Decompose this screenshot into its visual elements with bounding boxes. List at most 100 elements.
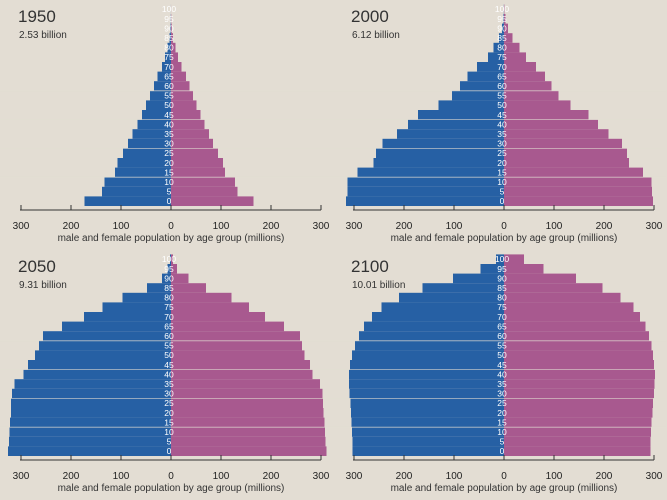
male-bar — [350, 360, 504, 370]
age-label: 70 — [164, 312, 174, 322]
male-bar — [162, 273, 171, 284]
female-bar — [171, 81, 190, 91]
female-bar — [171, 62, 182, 72]
x-tick-label: 100 — [113, 471, 130, 482]
female-bar — [171, 302, 249, 312]
age-label: 25 — [164, 398, 174, 408]
male-bar — [157, 71, 171, 82]
female-bar — [171, 388, 323, 399]
age-label: 30 — [497, 139, 507, 149]
x-tick-label: 300 — [313, 221, 330, 232]
female-bar — [171, 23, 172, 34]
age-label: 20 — [164, 408, 174, 418]
age-label: 80 — [164, 43, 174, 53]
male-bar — [117, 158, 171, 168]
x-tick-label: 300 — [346, 471, 363, 482]
female-bar — [171, 177, 235, 187]
age-label: 70 — [497, 312, 507, 322]
female-bar — [504, 62, 536, 72]
age-label: 40 — [497, 119, 507, 129]
age-label: 85 — [164, 33, 174, 43]
male-bar — [62, 321, 171, 332]
male-bar — [43, 331, 171, 341]
age-label: 0 — [167, 196, 172, 206]
female-bar — [171, 446, 327, 456]
age-label: 100 — [495, 254, 509, 264]
age-label: 95 — [497, 14, 507, 24]
x-tick-label: 0 — [168, 221, 174, 232]
x-tick-label: 200 — [263, 221, 280, 232]
male-bar — [84, 312, 171, 322]
female-bar — [171, 273, 189, 284]
female-bar — [171, 167, 225, 178]
male-bar — [137, 119, 171, 130]
age-label: 0 — [500, 446, 505, 456]
male-bar — [493, 42, 504, 53]
male-bar — [376, 148, 504, 158]
female-bar — [504, 312, 640, 322]
age-label: 40 — [164, 369, 174, 379]
female-bar — [504, 273, 576, 284]
male-bar — [35, 350, 171, 360]
age-label: 35 — [164, 379, 174, 389]
age-label: 5 — [500, 187, 505, 197]
age-label: 90 — [497, 273, 507, 283]
age-label: 25 — [497, 398, 507, 408]
female-bar — [171, 417, 325, 428]
male-bar — [104, 177, 171, 187]
age-label: 30 — [164, 139, 174, 149]
male-bar — [349, 379, 504, 389]
male-bar — [381, 302, 504, 312]
female-bar — [504, 42, 520, 53]
age-label: 5 — [167, 187, 172, 197]
female-bar — [504, 321, 646, 332]
female-bar — [504, 100, 571, 110]
male-bar — [351, 417, 504, 428]
male-bar — [9, 436, 171, 447]
age-label: 30 — [164, 389, 174, 399]
age-label: 50 — [164, 100, 174, 110]
female-bar — [171, 312, 265, 322]
x-tick-label: 200 — [596, 471, 613, 482]
male-bar — [453, 273, 504, 284]
x-tick-label: 100 — [446, 221, 463, 232]
x-tick-label: 300 — [313, 471, 330, 482]
x-tick-label: 300 — [646, 471, 663, 482]
x-tick-label: 100 — [446, 471, 463, 482]
female-bar — [504, 138, 622, 149]
panel-year-title: 1950 — [18, 7, 56, 26]
male-bar — [452, 90, 504, 101]
female-bar — [171, 138, 213, 149]
age-label: 25 — [164, 148, 174, 158]
pyramid-panel-2100: 2100 10.01 billion 0 5 10 15 20 25 30 35 40 45 50 5… — [333, 250, 666, 500]
male-bar — [460, 81, 504, 91]
male-bar — [349, 388, 504, 399]
male-bar — [170, 254, 171, 264]
female-bar — [504, 71, 545, 82]
female-bar — [171, 331, 300, 341]
female-bar — [171, 90, 193, 101]
age-label: 95 — [164, 264, 174, 274]
male-bar — [352, 436, 504, 447]
female-bar — [504, 388, 654, 399]
male-bar — [477, 62, 504, 72]
male-bar — [167, 264, 171, 274]
male-bar — [10, 417, 171, 428]
female-bar — [504, 379, 655, 389]
male-bar — [12, 388, 171, 399]
age-label: 80 — [497, 43, 507, 53]
panel-year-title: 2100 — [351, 257, 389, 276]
female-bar — [171, 52, 178, 62]
female-bar — [171, 321, 284, 332]
male-bar — [102, 302, 171, 312]
male-bar — [373, 158, 504, 168]
age-label: 25 — [497, 148, 507, 158]
female-bar — [504, 331, 649, 341]
female-bar — [504, 23, 508, 34]
female-bar — [504, 302, 634, 312]
male-bar — [146, 100, 171, 110]
male-bar — [346, 196, 504, 206]
female-bar — [504, 398, 653, 408]
age-label: 10 — [497, 177, 507, 187]
female-bar — [171, 379, 320, 389]
